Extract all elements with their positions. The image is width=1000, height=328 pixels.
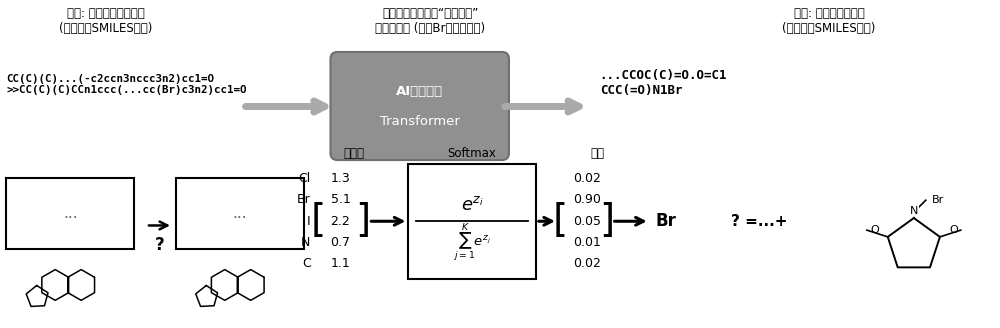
Bar <box>176 178 304 249</box>
Text: 输出层: 输出层 <box>343 147 364 160</box>
Text: ? =...+: ? =...+ <box>731 214 788 229</box>
Text: Br: Br <box>297 194 311 206</box>
FancyBboxPatch shape <box>330 52 509 160</box>
Text: ...: ... <box>232 206 247 221</box>
Text: O: O <box>949 225 958 235</box>
Text: 0.90: 0.90 <box>573 194 601 206</box>
Text: $\sum_{j=1}^{K} e^{z_j}$: $\sum_{j=1}^{K} e^{z_j}$ <box>453 222 491 264</box>
Text: 输出: 预测的试剂组合
(字符序列SMILES形式): 输出: 预测的试剂组合 (字符序列SMILES形式) <box>782 7 876 35</box>
Text: 0.02: 0.02 <box>573 172 601 185</box>
Text: 概率: 概率 <box>591 147 605 160</box>
Text: ?: ? <box>155 236 164 254</box>
Text: $e^{z_i}$: $e^{z_i}$ <box>461 196 484 215</box>
Text: Br: Br <box>932 195 944 205</box>
Bar <box>6 178 134 249</box>
Text: C: C <box>302 257 311 270</box>
Text: 0.02: 0.02 <box>573 257 601 270</box>
Text: [: [ <box>311 202 326 240</box>
Text: 根据最大概率生成“目标语言”
的元素字符 (输出Br的示意例子): 根据最大概率生成“目标语言” 的元素字符 (输出Br的示意例子) <box>375 7 485 35</box>
Text: ]: ] <box>355 202 370 240</box>
Text: 0.01: 0.01 <box>573 236 601 249</box>
Text: Transformer: Transformer <box>380 115 460 128</box>
Text: 1.3: 1.3 <box>331 172 350 185</box>
Text: Cl: Cl <box>298 172 311 185</box>
Text: 5.1: 5.1 <box>331 194 350 206</box>
Text: ...: ... <box>63 206 78 221</box>
Text: ...CCOC(C)=O.O=C1
CCC(=O)N1Br: ...CCOC(C)=O.O=C1 CCC(=O)N1Br <box>600 69 727 97</box>
Bar <box>408 164 536 278</box>
Text: 0.7: 0.7 <box>330 236 350 249</box>
Text: I: I <box>307 215 311 228</box>
Text: ]: ] <box>599 202 614 240</box>
Text: O: O <box>870 225 879 235</box>
Text: AI翻译模型: AI翻译模型 <box>396 85 443 98</box>
Text: 输入: 待预测试剂的反应
(字符序列SMILES形式): 输入: 待预测试剂的反应 (字符序列SMILES形式) <box>59 7 153 35</box>
Text: 2.2: 2.2 <box>331 215 350 228</box>
Text: N: N <box>301 236 311 249</box>
Text: 0.05: 0.05 <box>573 215 601 228</box>
Text: 1.1: 1.1 <box>331 257 350 270</box>
Text: N: N <box>910 206 918 215</box>
Text: Softmax: Softmax <box>448 147 497 160</box>
Text: Br: Br <box>656 212 676 230</box>
Text: CC(C)(C)...(-c2ccn3nccc3n2)cc1=O
>>CC(C)(C)CCn1ccc(...cc(Br)c3n2)cc1=O: CC(C)(C)...(-c2ccn3nccc3n2)cc1=O >>CC(C)… <box>6 74 247 95</box>
Text: [: [ <box>552 202 567 240</box>
